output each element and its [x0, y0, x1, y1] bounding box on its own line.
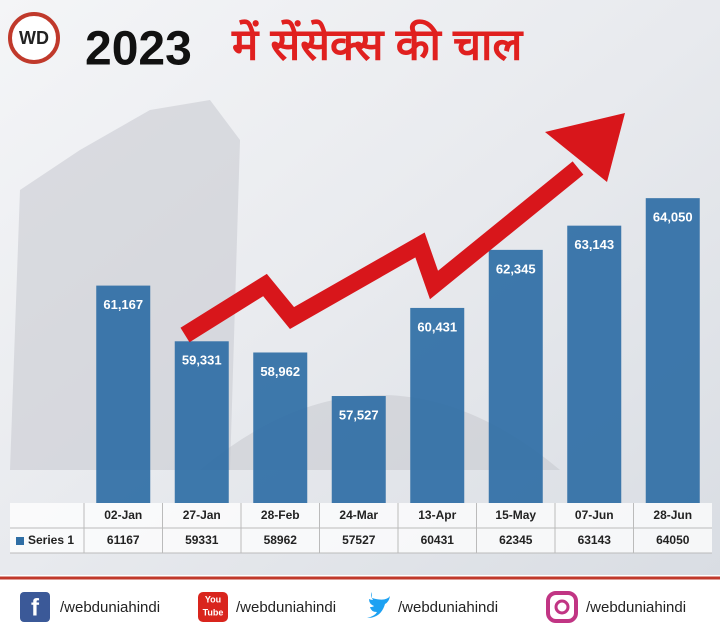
youtube-icon: [198, 592, 228, 622]
bar: [645, 198, 700, 503]
instagram-icon-lens: [554, 599, 570, 615]
arrow-shaft: [180, 161, 584, 343]
legend-label: Series 1: [28, 533, 74, 547]
youtube-icon-text: Tube: [203, 607, 224, 617]
x-tick-label: 28-Jun: [653, 508, 692, 522]
logo-ring: [8, 12, 60, 64]
table-value: 62345: [499, 533, 533, 547]
bar: [410, 307, 465, 503]
facebook-icon-text: f: [31, 594, 40, 621]
logo: WD: [19, 28, 49, 48]
instagram-icon: [546, 591, 578, 623]
social-handle: /webduniahindi: [398, 599, 498, 616]
bar: [96, 285, 151, 503]
youtube-icon-text: You: [205, 594, 221, 604]
table-value: 61167: [107, 533, 140, 547]
data-label: 64,050: [653, 210, 693, 225]
table-value: 63143: [578, 533, 612, 547]
x-tick-label: 27-Jan: [183, 508, 221, 522]
x-tick-label: 13-Apr: [418, 508, 456, 522]
table-value: 59331: [185, 533, 219, 547]
data-label: 57,527: [339, 407, 379, 422]
facebook-icon: [20, 592, 50, 622]
data-label: 61,167: [103, 297, 143, 312]
footer-bg: [0, 575, 720, 634]
bar: [253, 352, 308, 503]
table-value: 60431: [421, 533, 455, 547]
title-year: 2023: [85, 23, 192, 76]
chart-title: में सेंसेक्स की चाल: [231, 19, 524, 70]
bar: [488, 249, 543, 503]
twitter-icon: [367, 592, 390, 618]
data-label: 60,431: [417, 319, 457, 334]
plot: Series 1 61,167 61167 59,331 59331 58,962 5896…: [10, 198, 712, 554]
arrow-head: [545, 113, 625, 182]
x-tick-label: 15-May: [495, 508, 536, 522]
x-tick-label: 28-Feb: [261, 508, 300, 522]
x-tick-label: 07-Jun: [575, 508, 614, 522]
table-value: 64050: [656, 533, 690, 547]
data-label: 63,143: [574, 237, 614, 252]
x-tick-label: 02-Jan: [104, 508, 142, 522]
data-label: 62,345: [496, 261, 536, 276]
social-handle: /webduniahindi: [236, 599, 336, 616]
bar: [567, 225, 622, 503]
x-tick-label: 24-Mar: [339, 508, 378, 522]
table-value: 57527: [342, 533, 376, 547]
bar: [174, 341, 229, 503]
footer-links: /webduniahindi/webduniahindi/webduniahin…: [60, 599, 686, 616]
bar: [331, 396, 386, 503]
trend-arrow: [180, 113, 625, 343]
social-handle: /webduniahindi: [586, 599, 686, 616]
data-label: 58,962: [260, 364, 300, 379]
table-value: 58962: [264, 533, 298, 547]
social-handle: /webduniahindi: [60, 599, 160, 616]
data-label: 59,331: [182, 353, 222, 368]
legend-swatch: [16, 537, 24, 545]
